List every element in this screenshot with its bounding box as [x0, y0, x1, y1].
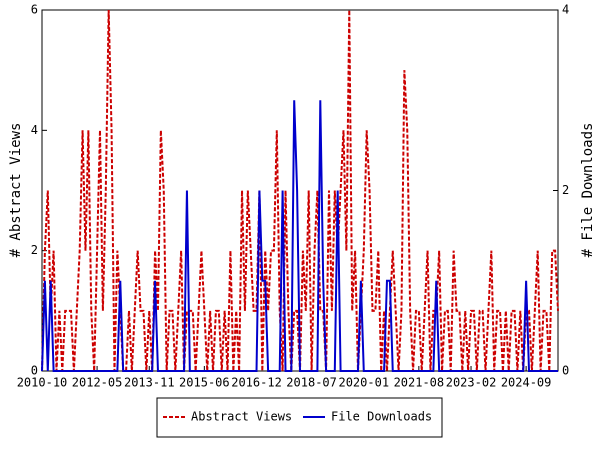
y-axis-title: # Abstract Views: [8, 123, 24, 258]
x-tick-label: 2024-09: [501, 376, 552, 390]
x-tick-label: 2015-06: [179, 376, 230, 390]
x-tick-label: 2013-11: [124, 376, 175, 390]
x-tick-label: 2023-02: [446, 376, 497, 390]
legend-label: Abstract Views: [191, 410, 292, 424]
y2-axis-title: # File Downloads: [580, 123, 596, 258]
y-tick-label: 6: [31, 3, 38, 17]
x-tick-label: 2012-05: [72, 376, 123, 390]
x-tick-label: 2020-01: [338, 376, 389, 390]
y2-tick-label: 2: [562, 183, 569, 197]
y-tick-label: 0: [31, 364, 38, 378]
legend-label: File Downloads: [331, 410, 432, 424]
legend-box: [156, 397, 443, 438]
y-tick-label: 2: [31, 243, 38, 257]
series-line: [41, 100, 558, 372]
x-tick-label: 2018-07: [286, 376, 337, 390]
x-tick-label: 2016-12: [231, 376, 282, 390]
x-tick-label: 2010-10: [17, 376, 68, 390]
y2-tick-label: 4: [562, 3, 569, 17]
y2-tick-label: 0: [562, 364, 569, 378]
y-tick-label: 4: [31, 123, 38, 137]
x-tick-label: 2021-08: [394, 376, 445, 390]
